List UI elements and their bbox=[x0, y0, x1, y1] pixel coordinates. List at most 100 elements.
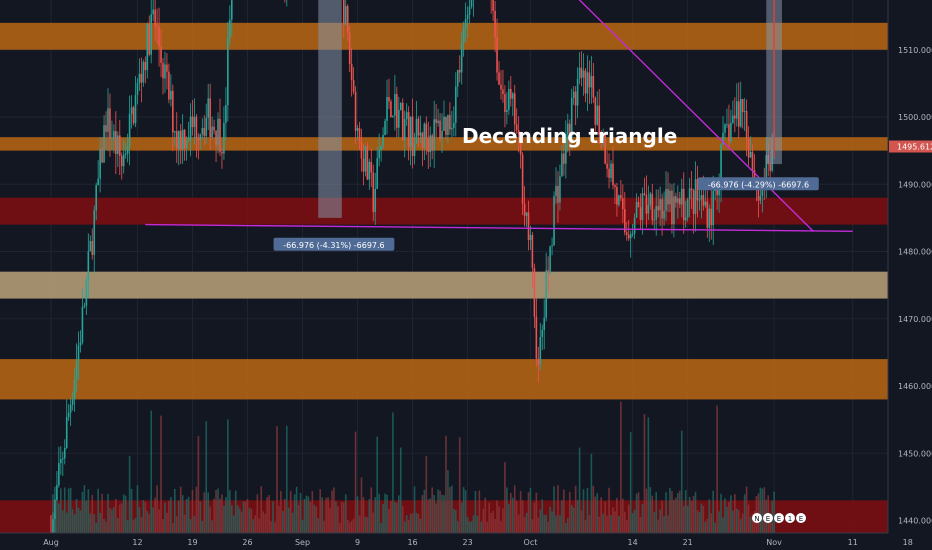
candle-body bbox=[633, 217, 636, 234]
measure-label-box bbox=[698, 177, 819, 191]
volume-bar bbox=[179, 486, 182, 533]
volume-bar bbox=[698, 511, 701, 533]
candle-body bbox=[441, 130, 443, 139]
time-axis: Aug 12 19 26 Sep 9 16 23 Oct 14 21 Nov 11 18 bbox=[0, 532, 932, 550]
candle-body bbox=[392, 115, 394, 118]
candle-body bbox=[623, 209, 626, 233]
candle-body bbox=[65, 417, 68, 448]
volume-bar bbox=[386, 494, 388, 533]
volume-bar bbox=[449, 487, 451, 533]
candle-body bbox=[700, 194, 703, 200]
volume-bar bbox=[126, 520, 129, 533]
volume-bar bbox=[557, 485, 559, 533]
last-price-box bbox=[889, 140, 932, 153]
candle-body bbox=[561, 153, 563, 177]
candle-body bbox=[456, 69, 459, 87]
volume-bar bbox=[158, 509, 160, 533]
volume-bar bbox=[152, 507, 154, 533]
volume-bar bbox=[588, 515, 591, 533]
event-marker-label: N bbox=[754, 515, 759, 523]
volume-bar bbox=[539, 509, 542, 533]
candle-body bbox=[464, 19, 467, 29]
volume-bar bbox=[409, 513, 412, 533]
volume-bar bbox=[374, 497, 377, 533]
volume-bar bbox=[574, 485, 577, 533]
candle-body bbox=[154, 9, 156, 27]
volume-bar bbox=[445, 435, 447, 533]
candle-body bbox=[629, 234, 632, 239]
volume-bar bbox=[378, 493, 380, 533]
volume-bar bbox=[293, 494, 296, 533]
candle-body bbox=[75, 360, 78, 380]
candle-body bbox=[382, 135, 384, 146]
candle-body bbox=[229, 19, 231, 39]
volume-bar bbox=[749, 516, 752, 533]
candle-body bbox=[458, 69, 461, 73]
volume-bar bbox=[610, 515, 612, 533]
volume-bar bbox=[181, 495, 184, 533]
candle-body bbox=[594, 97, 597, 125]
volume-bar bbox=[447, 470, 449, 533]
volume-bar bbox=[260, 486, 263, 533]
candle-body bbox=[219, 118, 221, 152]
candle-body bbox=[665, 189, 667, 211]
candle-body bbox=[58, 463, 60, 486]
volume-bar bbox=[443, 495, 445, 533]
candle-body bbox=[659, 199, 661, 211]
candle-body bbox=[99, 148, 101, 179]
candle-body bbox=[604, 133, 606, 164]
volume-bar bbox=[590, 453, 593, 533]
volume-bar bbox=[551, 511, 553, 533]
candle-body bbox=[350, 63, 353, 80]
candle-body bbox=[67, 412, 70, 418]
volume-bar bbox=[264, 513, 266, 533]
volume-bar bbox=[751, 513, 754, 533]
candle-body bbox=[138, 73, 141, 84]
volume-bar bbox=[352, 518, 355, 533]
volume-bar bbox=[286, 425, 288, 533]
volume-bar bbox=[504, 462, 506, 533]
volume-bar bbox=[107, 493, 109, 533]
volume-bar bbox=[258, 518, 261, 533]
candle-body bbox=[688, 188, 691, 200]
volume-bar bbox=[366, 517, 369, 533]
volume-bar bbox=[201, 520, 204, 533]
candle-body bbox=[183, 129, 186, 149]
volume-bar bbox=[490, 512, 492, 533]
candle-body bbox=[431, 135, 434, 151]
candle-body bbox=[537, 358, 540, 365]
candle-body bbox=[181, 129, 184, 150]
volume-bar bbox=[63, 487, 66, 533]
volume-bar bbox=[580, 510, 583, 533]
candle-body bbox=[531, 234, 534, 268]
candle-body bbox=[79, 342, 82, 346]
volume-bar bbox=[494, 518, 496, 533]
volume-bar bbox=[301, 519, 304, 533]
volume-bar bbox=[303, 499, 306, 533]
volume-bar bbox=[568, 491, 571, 533]
volume-bar bbox=[109, 507, 111, 533]
volume-bar bbox=[122, 494, 125, 533]
volume-bar bbox=[472, 515, 475, 533]
volume-bar bbox=[254, 515, 257, 533]
volume-bar bbox=[388, 508, 390, 533]
volume-bar bbox=[462, 487, 465, 533]
volume-bar bbox=[578, 447, 581, 533]
candle-body bbox=[590, 76, 593, 88]
volume-bar bbox=[439, 490, 441, 533]
candle-body bbox=[616, 187, 618, 205]
candle-body bbox=[89, 240, 92, 252]
volume-bar bbox=[665, 492, 667, 533]
candle-body bbox=[551, 245, 553, 247]
volume-bar bbox=[229, 490, 231, 533]
volume-bar bbox=[696, 510, 699, 533]
volume-bar bbox=[661, 500, 663, 533]
volume-bar bbox=[496, 500, 498, 533]
candle-body bbox=[686, 199, 689, 218]
volume-bar bbox=[671, 491, 673, 533]
candle-body bbox=[150, 14, 153, 55]
candle-body bbox=[578, 67, 581, 79]
volume-bar bbox=[482, 508, 485, 533]
volume-bar bbox=[113, 506, 115, 533]
volume-bar bbox=[278, 506, 280, 533]
